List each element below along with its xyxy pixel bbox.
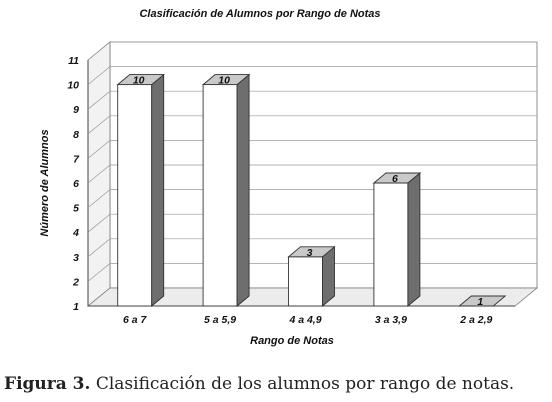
figure-caption: Figura 3. Clasificación de los alumnos p… xyxy=(4,374,514,394)
y-tick-label: 8 xyxy=(73,129,79,141)
y-tick-label: 9 xyxy=(73,104,79,116)
bar-top xyxy=(116,74,165,86)
bar-front xyxy=(117,84,153,307)
y-tick-label: 1 xyxy=(73,301,79,313)
data-labels: 10 10 3 6 1 xyxy=(133,75,484,308)
y-tick-label: 4 xyxy=(72,227,79,239)
data-label: 10 xyxy=(133,75,145,87)
chart-title: Clasificación de Alumnos por Rango de No… xyxy=(139,8,380,20)
data-label: 10 xyxy=(218,75,230,87)
y-tick-label: 7 xyxy=(73,153,80,165)
bar-front xyxy=(373,182,409,307)
gridline xyxy=(87,164,537,184)
x-tick-label: 5 a 5,9 xyxy=(204,314,236,326)
gridline xyxy=(87,66,537,85)
y-tick-labels: 1 2 3 4 5 6 7 8 9 10 11 xyxy=(67,55,80,313)
x-tick-labels: 6 a 7 5 a 5,9 4 a 4,9 3 a 3,9 2 a 2,9 xyxy=(123,314,492,326)
data-label: 1 xyxy=(477,296,483,308)
bar-front xyxy=(202,84,238,307)
bar-side xyxy=(151,73,165,307)
y-tick-label: 10 xyxy=(67,80,79,92)
gridline xyxy=(87,90,537,110)
y-tick-label: 6 xyxy=(73,178,79,190)
bar-front xyxy=(288,256,323,307)
bar-top xyxy=(372,172,422,184)
data-label: 3 xyxy=(307,247,313,259)
bar-side xyxy=(407,172,421,307)
bar-top xyxy=(201,74,251,86)
x-tick-label: 2 a 2,9 xyxy=(459,314,492,326)
x-tick-label: 6 a 7 xyxy=(123,314,148,326)
y-tick-label: 3 xyxy=(73,252,79,264)
bar-side xyxy=(236,73,250,307)
gridline xyxy=(87,41,537,61)
data-label: 6 xyxy=(392,173,398,185)
x-axis-title: Rango de Notas xyxy=(250,335,334,347)
gridline xyxy=(87,115,537,135)
bar-top xyxy=(458,295,507,307)
y-tick-label: 11 xyxy=(68,55,79,67)
y-tick-label: 2 xyxy=(72,276,79,288)
y-tick-label: 5 xyxy=(73,203,79,215)
y-axis-title: Número de Alumnos xyxy=(39,129,51,236)
bar-top xyxy=(287,246,336,258)
gridline xyxy=(87,140,537,159)
bars xyxy=(116,73,507,307)
caption-text: Clasificación de los alumnos por rango d… xyxy=(90,374,515,394)
x-tick-label: 4 a 4,9 xyxy=(288,314,321,326)
caption-label: Figura 3. xyxy=(4,374,91,394)
x-tick-label: 3 a 3,9 xyxy=(375,314,407,326)
bar-chart: 1 2 3 4 5 6 7 8 9 10 11 6 a 7 5 a 5,9 4 a 4,9 3 a 3,9… xyxy=(39,8,539,347)
